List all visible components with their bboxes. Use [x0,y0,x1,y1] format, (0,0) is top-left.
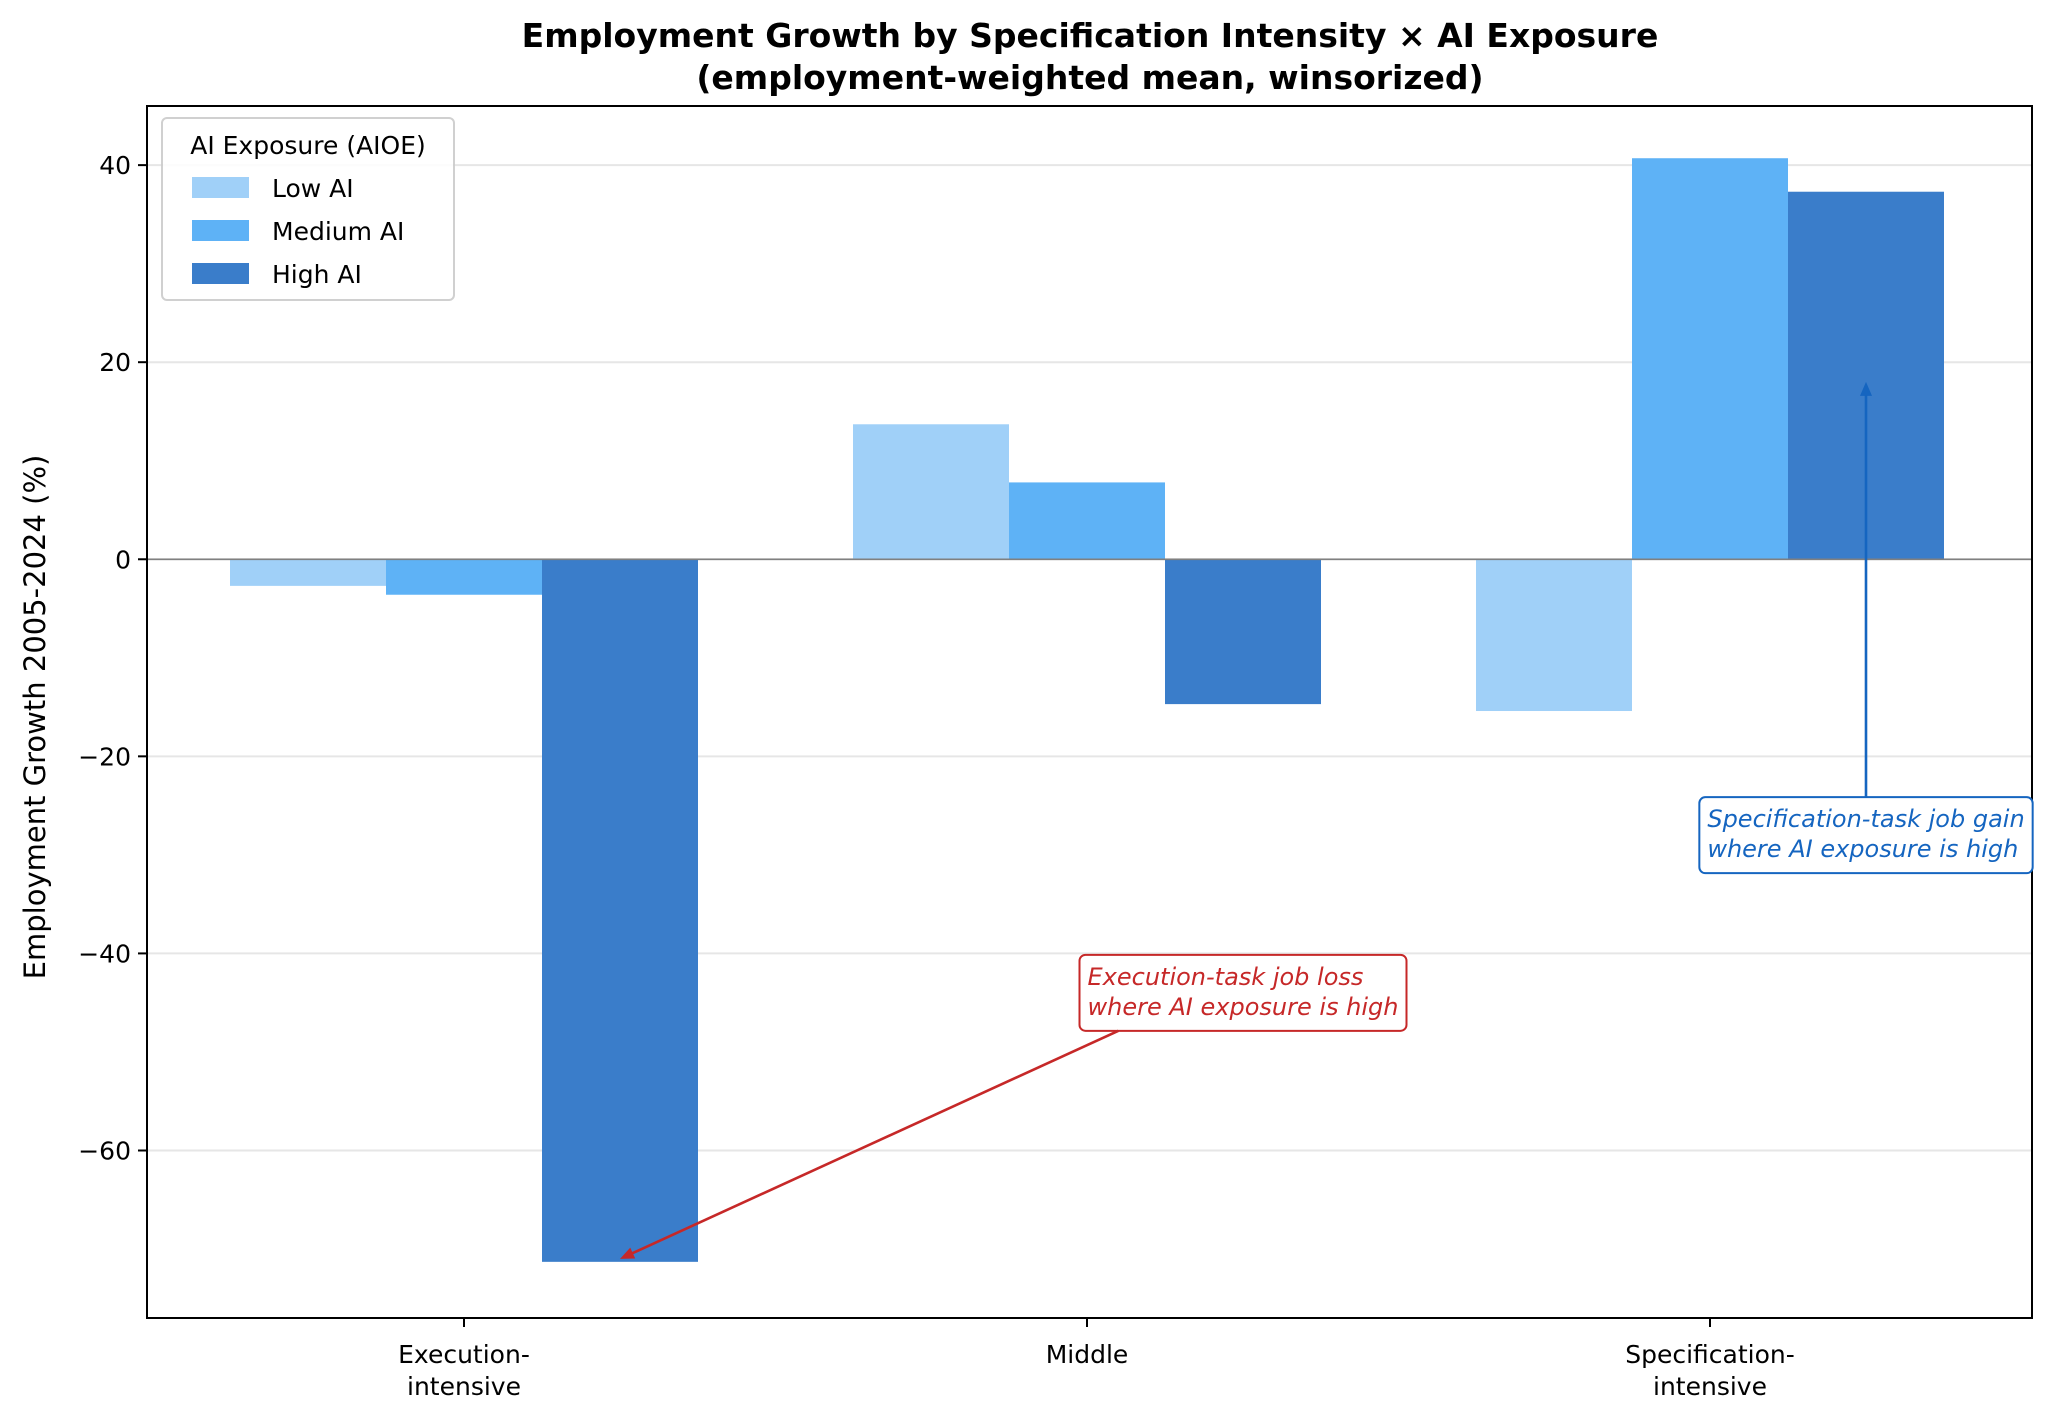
legend-swatch [192,177,249,198]
annotation-text: Execution-task job loss [1088,963,1364,991]
legend-item-label: Medium AI [272,217,404,246]
bar-high-ai-1 [1165,559,1321,705]
annotation-text: where AI exposure is high [1707,835,2018,863]
bar-medium-ai-2 [1632,158,1788,560]
bar-high-ai-0 [542,559,698,1262]
y-axis-label: Employment Growth 2005-2024 (%) [18,455,52,980]
legend-item-label: Low AI [272,174,354,203]
bar-medium-ai-1 [1009,482,1165,560]
legend-box [161,117,455,301]
legend-swatch [192,220,249,241]
legend: AI Exposure (AIOE) Low AI Medium AI High AI [161,117,455,301]
annotation-arrowhead [620,1247,636,1259]
annotation-arrow [626,1029,1119,1257]
chart-subtitle: (employment-weighted mean, winsorized) [696,58,1483,97]
y-tick-label: 20 [99,348,131,377]
bars [230,158,1944,1262]
legend-item-label: High AI [272,260,362,289]
axis-ticks: −60 −40 −20 0 20 40 Execution-intensive Middle S… [78,151,1795,1401]
x-tick-label: intensive [407,1372,521,1401]
bar-low-ai-0 [230,559,386,586]
annotation-arrowhead [1860,381,1872,396]
x-tick-label: Specification- [1625,1340,1795,1369]
x-tick-label: Middle [1046,1340,1129,1369]
annotation-box [1078,953,1408,1032]
chart-title: Employment Growth by Specification Inten… [522,16,1659,55]
legend-title: AI Exposure (AIOE) [190,131,426,160]
bar-low-ai-2 [1476,559,1632,712]
plot-frame [146,105,2033,1319]
x-tick-label: intensive [1653,1372,1767,1401]
annotation-text: Specification-task job gain [1707,805,2024,833]
bar-low-ai-1 [853,424,1009,560]
y-tick-label: 0 [115,545,131,574]
x-tick-label: Execution- [398,1340,530,1369]
y-tick-label: 40 [99,151,131,180]
legend-swatch [192,263,249,284]
y-tick-label: −20 [78,742,131,771]
bar-medium-ai-0 [386,559,542,595]
y-tick-label: −40 [78,939,131,968]
annotation-text: where AI exposure is high [1088,993,1399,1021]
y-tick-label: −60 [78,1136,131,1165]
